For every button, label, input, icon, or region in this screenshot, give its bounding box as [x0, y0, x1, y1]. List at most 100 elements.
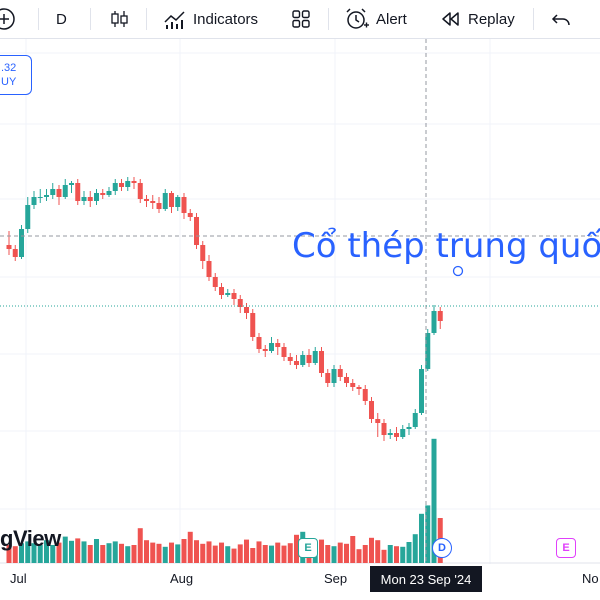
volume-bar: [150, 542, 156, 563]
x-axis-label-aug: Aug: [170, 571, 194, 586]
volume-bar: [400, 546, 406, 563]
volume-bar: [206, 541, 212, 563]
candle-body: [244, 307, 249, 313]
candle-body: [237, 299, 243, 307]
candle-body: [425, 333, 431, 369]
candle-body: [194, 217, 199, 245]
price-buy-label[interactable]: .32 UY: [0, 55, 32, 95]
volume-bar: [25, 541, 31, 563]
candle-body: [269, 343, 274, 351]
candle-body: [356, 387, 362, 389]
volume-bar: [369, 537, 374, 563]
earnings-event-marker[interactable]: E: [298, 538, 318, 558]
volume-bar: [50, 545, 56, 563]
volume-bar: [106, 543, 112, 563]
candle-body: [69, 183, 74, 185]
candle-body: [325, 373, 331, 383]
alert-button[interactable]: Alert: [344, 0, 407, 38]
volume-bar: [262, 545, 268, 563]
volume-bar: [162, 546, 168, 563]
candle-body: [156, 203, 162, 209]
candle-body: [431, 311, 437, 333]
candle-body: [6, 245, 12, 249]
candle-body: [381, 423, 387, 435]
candle-body: [19, 229, 24, 257]
candle-body: [100, 193, 106, 195]
volume-bar: [144, 540, 149, 563]
candle-body: [25, 205, 31, 229]
volume-bar: [137, 528, 143, 563]
candle-body: [125, 181, 131, 187]
volume-bar: [356, 549, 362, 563]
price-side: UY: [1, 76, 17, 88]
volume-bar: [212, 545, 218, 563]
candle-body: [162, 193, 168, 209]
indicators-button[interactable]: Indicators: [163, 0, 258, 38]
volume-bar: [225, 546, 231, 563]
price-value: .32: [1, 62, 17, 74]
candle-body: [169, 193, 174, 207]
volume-bar: [237, 544, 243, 563]
volume-bar: [31, 543, 37, 563]
indicators-label: Indicators: [193, 10, 259, 28]
volume-bar: [387, 545, 393, 563]
candle-body: [50, 189, 56, 195]
candle-body: [319, 351, 324, 373]
candle-body: [344, 377, 349, 383]
earnings-event-marker-future[interactable]: E: [556, 538, 576, 558]
candle-body: [206, 261, 212, 277]
indicators-icon: [164, 11, 185, 29]
volume-bar: [231, 548, 237, 563]
candle-body: [275, 343, 281, 347]
volume-bar: [344, 543, 349, 563]
volume-bar: [169, 542, 174, 563]
candle-body: [412, 413, 418, 427]
text-annotation[interactable]: Cổ thép trung quố: [292, 226, 600, 266]
chart-pane[interactable]: [0, 39, 600, 600]
undo-button[interactable]: [550, 0, 572, 38]
volume-bar: [156, 543, 162, 563]
replay-button[interactable]: Replay: [440, 0, 515, 38]
interval-button[interactable]: D: [56, 0, 67, 38]
volume-bar: [6, 545, 12, 563]
undo-icon: [551, 14, 570, 26]
candles-icon: [111, 11, 128, 27]
candle-body: [187, 213, 193, 217]
volume-bar: [69, 540, 74, 563]
candle-body: [281, 347, 287, 357]
candle-body: [231, 293, 237, 299]
candle-body: [419, 369, 424, 413]
interval-label: D: [56, 10, 67, 28]
volume-bar: [287, 543, 293, 563]
dividend-event-marker[interactable]: D: [432, 538, 452, 558]
volume-bar: [187, 531, 193, 563]
chart-type-button[interactable]: [108, 0, 130, 38]
volume-bar: [219, 542, 224, 563]
volume-bar: [250, 548, 256, 563]
volume-bar: [75, 538, 81, 563]
toolbar-divider: [90, 8, 91, 30]
annotation-handle[interactable]: [451, 264, 465, 278]
candle-body: [131, 181, 137, 183]
volume-bar: [131, 545, 137, 563]
volume-bar: [256, 541, 262, 563]
rewind-icon: [442, 12, 459, 26]
candle-body: [250, 313, 256, 337]
candle-body: [87, 197, 93, 201]
candle-body: [119, 183, 124, 187]
toolbar-divider: [533, 8, 534, 30]
volume-bar: [119, 543, 124, 563]
candle-body: [300, 355, 306, 365]
volume-bar: [325, 545, 331, 563]
volume-bar: [175, 544, 181, 563]
volume-bar: [375, 540, 381, 563]
candle-body: [31, 197, 37, 205]
x-axis-label-jul: Jul: [10, 571, 27, 586]
layouts-button[interactable]: [290, 0, 312, 38]
candle-body: [350, 383, 356, 387]
volume-bar: [350, 536, 356, 563]
price-chart[interactable]: [0, 39, 600, 600]
add-symbol-button[interactable]: [0, 0, 22, 38]
candle-body: [437, 311, 443, 321]
volume-bar: [81, 541, 87, 563]
